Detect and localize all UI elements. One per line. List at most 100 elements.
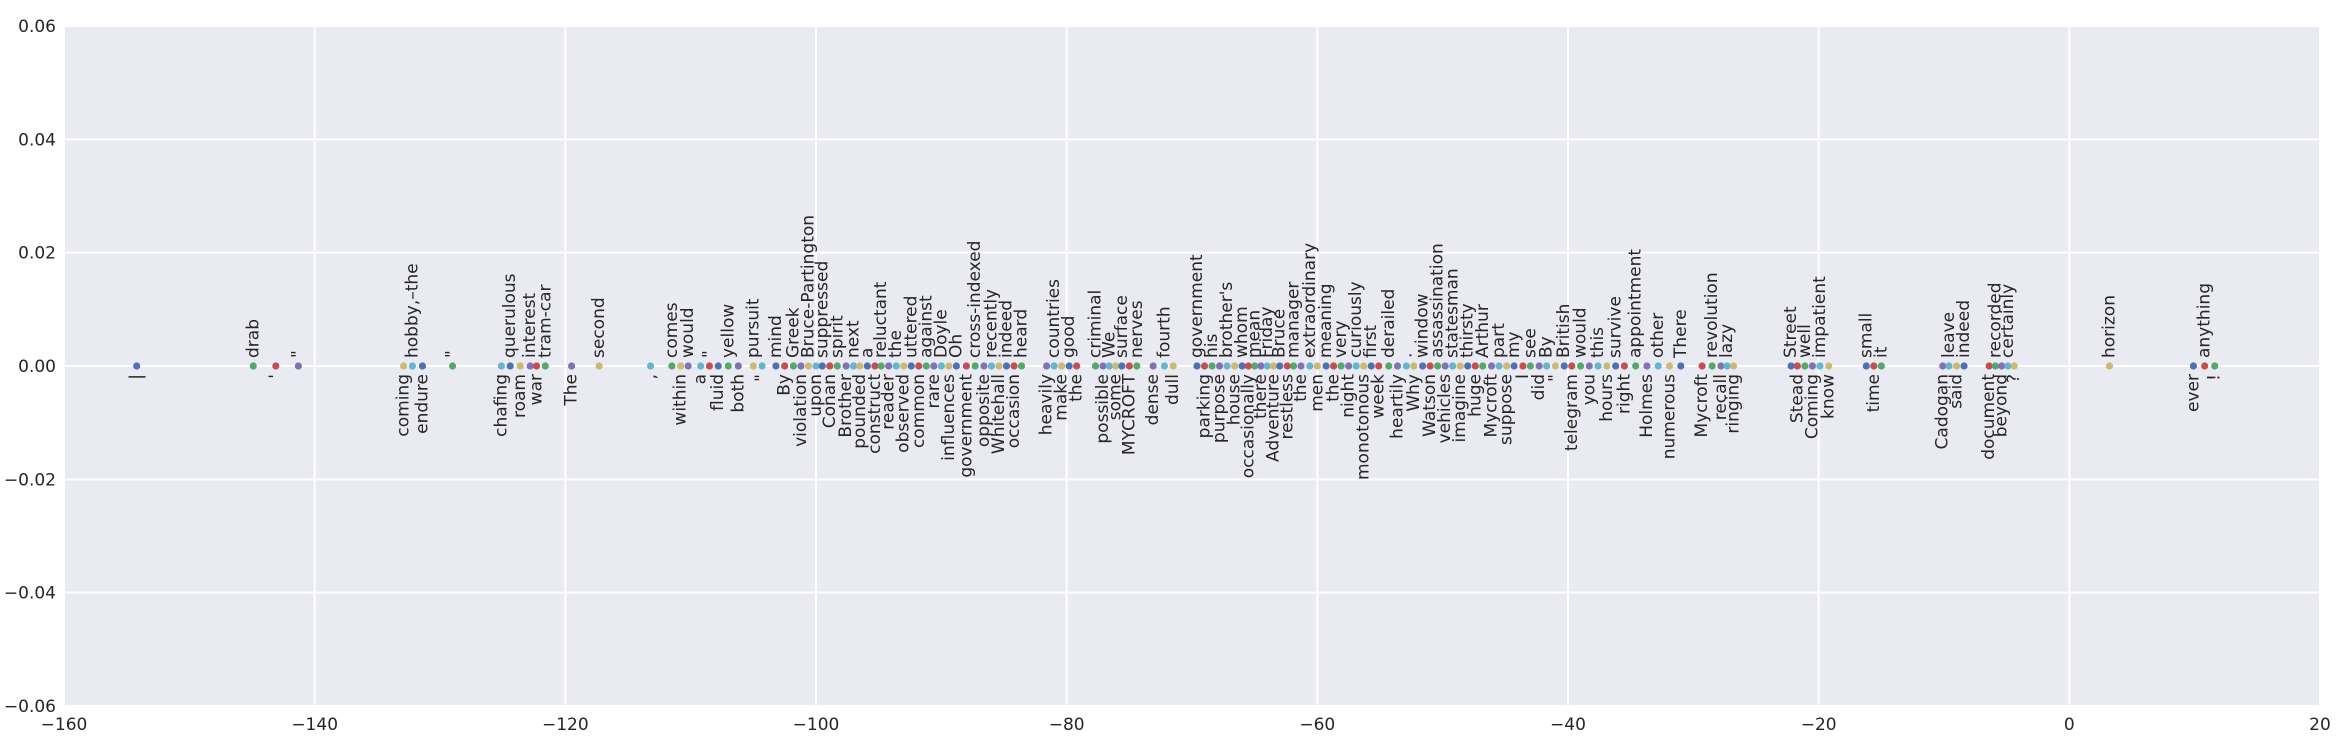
point-label: Watson	[1420, 374, 1440, 437]
point-label: right	[1614, 374, 1634, 414]
point-label: recall	[1711, 374, 1731, 420]
data-point	[1568, 362, 1576, 370]
point-label: Adventure	[1263, 374, 1283, 462]
point-label: interest	[520, 292, 540, 358]
data-point	[1160, 362, 1169, 370]
data-point	[724, 362, 732, 370]
data-point	[1543, 362, 1551, 370]
point-label: Oh	[946, 334, 966, 358]
data-point	[1793, 362, 1801, 370]
point-label: war	[527, 374, 547, 405]
point-label: criminal	[1085, 290, 1105, 358]
x-tick-label: −20	[1801, 715, 1837, 735]
point-label: it	[1871, 346, 1891, 358]
x-tick-label: 0	[2064, 715, 2075, 735]
data-point	[945, 362, 953, 370]
data-point	[804, 362, 813, 370]
point-label: By	[1537, 336, 1557, 358]
point-label: house	[1225, 374, 1245, 425]
x-tick-label: −140	[291, 715, 338, 735]
point-label: purpose	[1210, 374, 1230, 443]
y-tick-label: 0.00	[18, 357, 56, 377]
point-label: leave	[1939, 312, 1959, 358]
data-point	[1385, 362, 1393, 370]
point-label: this	[1588, 327, 1608, 358]
point-label: a	[857, 348, 877, 358]
point-label: there	[1251, 374, 1271, 419]
point-label: see	[1520, 328, 1540, 358]
data-point	[1257, 362, 1265, 370]
point-label: reluctant	[871, 281, 891, 358]
point-label: Greek	[783, 307, 803, 358]
data-point	[952, 362, 960, 370]
data-point	[937, 362, 945, 370]
point-label: observed	[894, 374, 914, 453]
data-point	[1322, 362, 1330, 370]
data-point	[1200, 362, 1209, 370]
data-point	[1449, 362, 1457, 370]
data-point	[758, 362, 766, 370]
point-label: document	[1979, 374, 1999, 460]
data-point	[1215, 362, 1224, 370]
point-label: other	[1648, 313, 1668, 358]
point-label: dense	[1143, 374, 1163, 425]
data-point	[1991, 362, 1999, 370]
data-point	[1002, 362, 1011, 370]
data-point	[1612, 362, 1620, 370]
point-label: hours	[1597, 374, 1617, 422]
point-label: By	[775, 374, 795, 396]
data-point	[962, 362, 971, 370]
data-point	[863, 362, 871, 370]
point-label: '	[266, 374, 286, 379]
point-label: "	[288, 350, 308, 358]
data-point	[1099, 362, 1107, 370]
data-point	[1717, 362, 1725, 370]
point-label: querulous	[500, 273, 520, 358]
data-point	[1058, 362, 1066, 370]
data-point	[749, 362, 757, 370]
data-point	[1862, 362, 1870, 370]
data-point	[1223, 362, 1231, 370]
data-point	[568, 362, 576, 370]
point-label: assassination	[1428, 243, 1448, 358]
y-axis-ticks: −0.06 −0.04 −0.02 0.00 0.02 0.04 0.06	[4, 17, 56, 717]
point-label: anything	[2195, 283, 2215, 358]
point-labels: | drab ' " coming hobby,–the endure " chafing que…	[127, 215, 2225, 480]
data-point	[418, 362, 427, 370]
data-point	[2211, 362, 2219, 370]
point-label: Cadogan	[1933, 374, 1953, 449]
data-point	[833, 362, 841, 370]
data-point	[1594, 362, 1602, 370]
data-point	[1010, 362, 1018, 370]
data-point	[1677, 362, 1685, 370]
data-point	[1345, 362, 1353, 370]
data-point	[1050, 362, 1058, 370]
point-label: his	[1202, 334, 1222, 358]
data-point	[1367, 362, 1375, 370]
point-label: chafing	[491, 374, 511, 437]
point-label: monotonous	[1354, 374, 1374, 480]
data-point	[646, 362, 655, 370]
data-point	[797, 362, 805, 370]
data-point	[1464, 362, 1472, 370]
data-point	[789, 362, 798, 370]
data-point	[734, 362, 742, 370]
data-point	[1426, 362, 1434, 370]
data-point	[1560, 362, 1568, 370]
point-label: surface	[1112, 295, 1132, 358]
data-point	[1952, 362, 1961, 370]
point-label: .	[1396, 353, 1416, 358]
y-tick-label: −0.04	[4, 584, 56, 604]
point-label: pursuit	[743, 298, 763, 358]
data-point	[1402, 362, 1410, 370]
data-point	[1471, 362, 1479, 370]
data-point	[2201, 362, 2209, 370]
point-label: numerous	[1660, 374, 1680, 459]
point-label: both	[728, 374, 748, 413]
point-label: the	[886, 330, 906, 358]
data-point	[1441, 362, 1449, 370]
point-label: second	[589, 297, 609, 358]
data-point	[1877, 362, 1885, 370]
data-point	[1263, 362, 1271, 370]
data-point	[1945, 362, 1953, 370]
